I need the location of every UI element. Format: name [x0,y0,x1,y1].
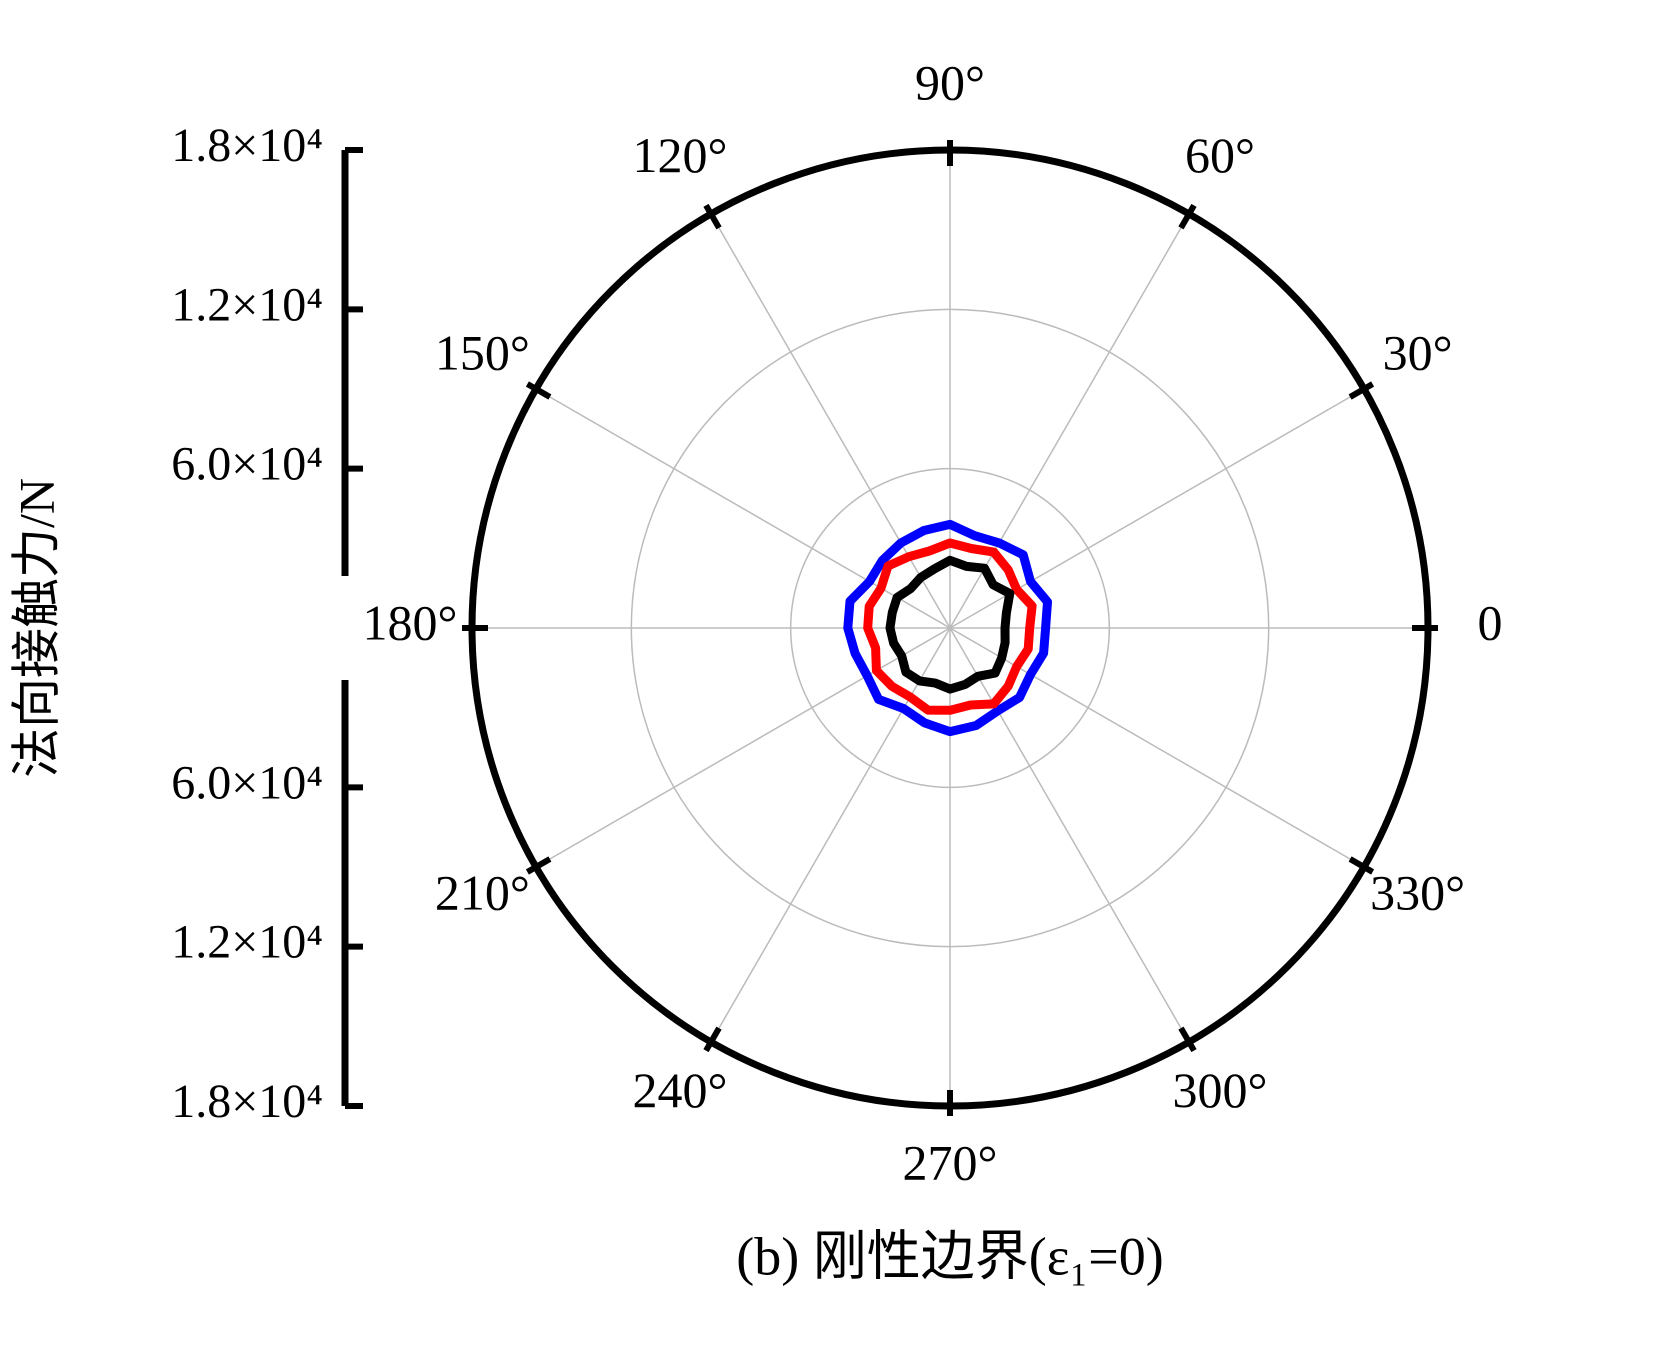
r-tick-label: 1.2×10⁴ [171,278,323,331]
series-line [885,555,1015,694]
theta-tick-label: 330° [1370,864,1465,920]
grid-spoke [535,388,951,629]
grid-spoke [710,627,951,1043]
grid-spoke [949,627,1190,1043]
series-line [843,519,1052,737]
r-tick-label: 6.0×10⁴ [171,756,323,809]
r-tick-label: 1.8×10⁴ [171,1075,323,1128]
r-tick-label: 6.0×10⁴ [171,438,323,491]
grid-spoke [949,213,1190,629]
theta-tick-label: 120° [633,127,728,183]
theta-tick-label: 300° [1173,1062,1268,1118]
theta-tick-label: 30° [1383,324,1453,380]
theta-tick-label: 90° [915,54,985,110]
theta-tick-label: 180° [363,594,458,650]
theta-tick-label: 210° [435,864,530,920]
outer-circle [468,146,1432,1110]
theta-tick-label: 0 [1478,594,1503,650]
theta-tick-label: 270° [903,1134,998,1190]
series-line [863,538,1037,715]
theta-tick-label: 60° [1185,127,1255,183]
caption: (b) 刚性边界(ε₁=0) [736,1226,1163,1286]
r-tick-label: 1.8×10⁴ [171,119,323,172]
grid-spoke [535,627,951,868]
grid-spoke [949,627,1365,868]
theta-tick-label: 240° [633,1062,728,1118]
theta-tick-label: 150° [435,324,530,380]
r-tick-label: 1.2×10⁴ [171,916,323,969]
grid-spoke [710,213,951,629]
axis-title: 法向接触力/N [8,478,64,778]
